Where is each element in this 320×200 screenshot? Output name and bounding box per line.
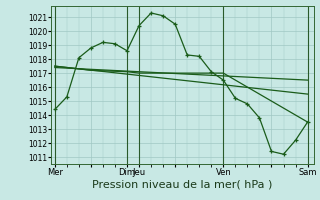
X-axis label: Pression niveau de la mer( hPa ): Pression niveau de la mer( hPa ) xyxy=(92,180,273,190)
